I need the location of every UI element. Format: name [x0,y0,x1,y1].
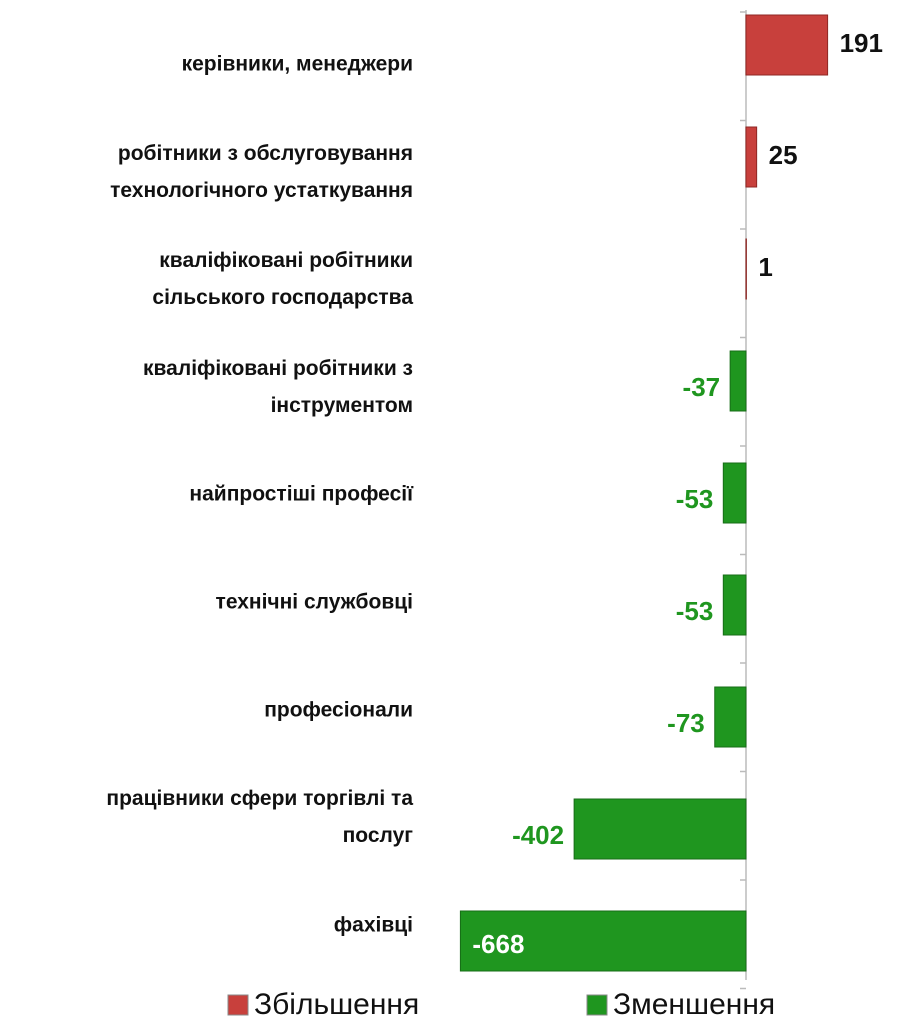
category-label: найпростіші професії [189,482,413,506]
legend-swatch [586,994,608,1016]
legend-label: Зменшення [613,988,775,1021]
legend-label: Збільшення [254,988,419,1021]
value-label: -53 [676,596,714,626]
value-label: -73 [667,708,705,738]
bar [729,350,747,412]
bar [722,462,747,524]
bar [722,574,747,636]
bar [745,126,758,188]
legend-swatch [227,994,249,1016]
value-label: -402 [512,820,564,850]
value-label: 25 [769,140,798,170]
value-label: 191 [840,28,883,58]
value-label: -53 [676,484,714,514]
bar [573,798,747,860]
value-label: -37 [683,372,721,402]
category-label: фахівці [333,913,413,937]
category-label: кваліфіковані робітники сільського госпо… [152,249,413,310]
value-label: -668 [472,929,524,959]
category-label: кваліфіковані робітники з інструментом [143,356,413,417]
bar [714,686,747,748]
bar [459,910,747,972]
category-label: технічні службовці [215,590,413,614]
category-label: керівники, менеджери [181,52,413,76]
category-label: професіонали [264,698,413,722]
value-label: 1 [758,252,772,282]
category-label: працівники сфери торгівлі та послуг [106,787,413,848]
category-label: робітники з обслуговування технологічног… [110,141,413,202]
bar [745,14,829,76]
